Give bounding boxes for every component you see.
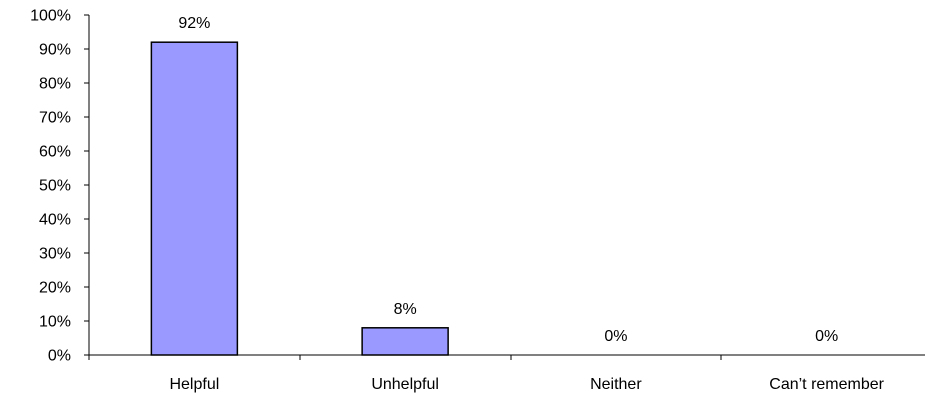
data-label: 8% <box>394 301 417 318</box>
x-axis: Helpful Unhelpful Neither Can’t remember <box>88 354 925 393</box>
x-tick-label: Helpful <box>169 376 219 393</box>
x-tick-label: Unhelpful <box>371 376 439 393</box>
y-tick-label: 60% <box>39 144 71 161</box>
y-tick-label: 80% <box>39 76 71 93</box>
y-tick-label: 100% <box>30 8 71 25</box>
y-tick-label: 20% <box>39 280 71 297</box>
data-label: 0% <box>604 328 627 345</box>
data-label: 0% <box>815 328 838 345</box>
y-tick-label: 0% <box>48 348 71 365</box>
y-tick-label: 40% <box>39 212 71 229</box>
x-tick-label: Neither <box>590 376 642 393</box>
x-tick-label: Can’t remember <box>769 376 884 393</box>
y-axis: 0% 10% 20% 30% 40% 50% 60% 70% 80% 90% 100% <box>30 8 90 365</box>
data-label: 92% <box>178 15 210 32</box>
bar <box>361 327 449 356</box>
y-tick-label: 70% <box>39 110 71 127</box>
data-labels: 92% 8% 0% 0% <box>178 15 838 345</box>
y-tick-label: 90% <box>39 42 71 59</box>
y-tick-label: 50% <box>39 178 71 195</box>
y-tick-label: 10% <box>39 314 71 331</box>
y-tick-label: 30% <box>39 246 71 263</box>
bars <box>150 41 449 356</box>
bar <box>150 41 239 356</box>
